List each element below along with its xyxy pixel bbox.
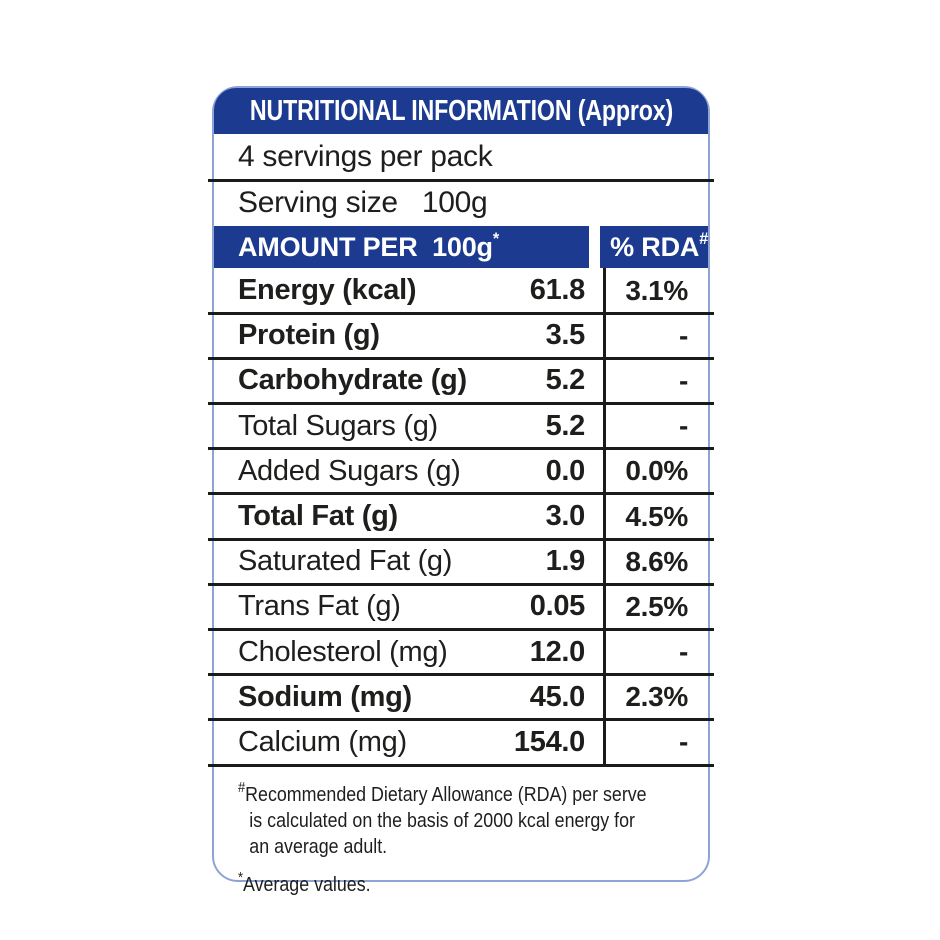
row-left: Added Sugars (g) 0.0 xyxy=(214,449,603,494)
nutrient-name: Energy (kcal) xyxy=(238,274,417,307)
nutrient-rda: 8.6% xyxy=(603,539,708,585)
nutrient-amount: 45.0 xyxy=(529,680,586,713)
table-row-total-sugars: Total Sugars (g) 5.2 - xyxy=(208,403,714,451)
nutrient-name: Cholesterol (mg) xyxy=(238,635,448,668)
rda-column-label: % RDA# xyxy=(610,229,708,263)
nutrition-label: NUTRITIONAL INFORMATION (Approx) 4 servi… xyxy=(208,86,714,896)
label-title-band: NUTRITIONAL INFORMATION (Approx) xyxy=(214,88,708,134)
row-left: Protein (g) 3.5 xyxy=(214,313,603,358)
row-left: Carbohydrate (g) 5.2 xyxy=(214,358,603,403)
nutrient-name: Trans Fat (g) xyxy=(238,590,401,623)
nutrient-amount: 5.2 xyxy=(545,364,586,397)
nutrient-amount: 12.0 xyxy=(529,635,586,668)
rda-hash: # xyxy=(699,229,708,248)
nutrient-amount: 3.0 xyxy=(545,500,586,533)
nutrient-amount: 61.8 xyxy=(529,274,586,307)
average-values-text: Average values. xyxy=(243,872,371,896)
nutrient-rda: 2.3% xyxy=(603,674,708,720)
rda-column-text: % RDA xyxy=(610,231,700,262)
nutrient-rda: - xyxy=(603,629,708,675)
average-values-footnote: *Average values. xyxy=(238,866,633,898)
table-row-saturated-fat: Saturated Fat (g) 1.9 8.6% xyxy=(208,539,714,587)
amount-column-header: AMOUNT PER 100g* xyxy=(214,226,589,268)
nutrient-rda: 3.1% xyxy=(603,268,708,314)
nutrient-name: Saturated Fat (g) xyxy=(238,545,453,578)
table-row-trans-fat: Trans Fat (g) 0.05 2.5% xyxy=(208,584,714,632)
row-left: Saturated Fat (g) 1.9 xyxy=(214,539,603,584)
servings-per-pack-text: 4 servings per pack xyxy=(238,140,493,173)
table-row-added-sugars: Added Sugars (g) 0.0 0.0% xyxy=(208,448,714,496)
nutrient-rda: 2.5% xyxy=(603,584,708,630)
nutrient-amount: 0.05 xyxy=(529,590,586,623)
row-left: Sodium (mg) 45.0 xyxy=(214,675,603,720)
nutrient-amount: 1.9 xyxy=(545,545,586,578)
table-row-calcium: Calcium (mg) 154.0 - xyxy=(208,719,714,767)
rda-footnote-line-2: is calculated on the basis of 2000 kcal … xyxy=(238,808,635,834)
serving-size-value: 100g xyxy=(421,186,488,219)
table-row-energy: Energy (kcal) 61.8 3.1% xyxy=(208,268,714,315)
nutrient-amount: 154.0 xyxy=(513,725,585,758)
amount-column-text: AMOUNT PER 100g xyxy=(238,231,493,262)
nutrient-rda: 0.0% xyxy=(603,448,708,494)
nutrient-table: Energy (kcal) 61.8 3.1% Protein (g) 3.5 … xyxy=(208,268,714,767)
nutrient-rda: - xyxy=(603,719,708,766)
label-title: NUTRITIONAL INFORMATION (Approx) xyxy=(249,94,673,127)
serving-size-label: Serving size xyxy=(238,186,398,219)
servings-per-pack-row: 4 servings per pack xyxy=(208,134,714,182)
table-row-total-fat: Total Fat (g) 3.0 4.5% xyxy=(208,493,714,541)
table-row-cholesterol: Cholesterol (mg) 12.0 - xyxy=(208,629,714,677)
nutrient-name: Protein (g) xyxy=(238,319,380,352)
row-left: Calcium (mg) 154.0 xyxy=(214,720,603,765)
nutrition-label-inner: NUTRITIONAL INFORMATION (Approx) 4 servi… xyxy=(208,88,714,896)
nutrient-name: Carbohydrate (g) xyxy=(238,364,467,397)
nutrient-name: Sodium (mg) xyxy=(238,680,412,713)
rda-footnote-text: an average adult. xyxy=(249,834,388,858)
rda-footnote-text: Recommended Dietary Allowance (RDA) per … xyxy=(245,782,647,806)
rda-footnote-text: is calculated on the basis of 2000 kcal … xyxy=(249,808,635,832)
nutrient-amount: 5.2 xyxy=(545,409,586,442)
hash-marker: # xyxy=(238,780,246,796)
nutrient-name: Total Sugars (g) xyxy=(238,409,438,442)
nutrient-name: Calcium (mg) xyxy=(238,725,407,758)
amount-asterisk: * xyxy=(492,229,499,248)
row-left: Energy (kcal) 61.8 xyxy=(214,268,603,313)
column-header-band: AMOUNT PER 100g* % RDA# xyxy=(214,226,708,268)
table-row-carbohydrate: Carbohydrate (g) 5.2 - xyxy=(208,358,714,406)
nutrient-rda: - xyxy=(603,403,708,449)
nutrient-rda: 4.5% xyxy=(603,493,708,540)
footnotes: #Recommended Dietary Allowance (RDA) per… xyxy=(214,765,708,898)
nutrient-amount: 0.0 xyxy=(545,454,586,487)
rda-footnote-line-3: an average adult. xyxy=(238,834,633,860)
rda-footnote-line-1: #Recommended Dietary Allowance (RDA) per… xyxy=(238,776,647,808)
rda-column-header: % RDA# xyxy=(600,226,708,268)
nutrient-rda: - xyxy=(603,358,708,404)
row-left: Total Fat (g) 3.0 xyxy=(214,494,603,539)
nutrient-name: Total Fat (g) xyxy=(238,500,398,533)
row-left: Cholesterol (mg) 12.0 xyxy=(214,630,603,675)
asterisk-marker: * xyxy=(238,869,244,886)
table-row-sodium: Sodium (mg) 45.0 2.3% xyxy=(208,674,714,722)
nutrient-name: Added Sugars (g) xyxy=(238,454,461,487)
row-left: Trans Fat (g) 0.05 xyxy=(214,584,603,629)
amount-column-label: AMOUNT PER 100g* xyxy=(238,229,499,263)
nutrient-rda: - xyxy=(603,313,708,359)
table-row-protein: Protein (g) 3.5 - xyxy=(208,313,714,361)
column-header-gap xyxy=(588,226,601,268)
serving-size-row: Serving size 100g xyxy=(214,180,708,226)
nutrient-amount: 3.5 xyxy=(545,319,586,352)
row-left: Total Sugars (g) 5.2 xyxy=(214,404,603,449)
